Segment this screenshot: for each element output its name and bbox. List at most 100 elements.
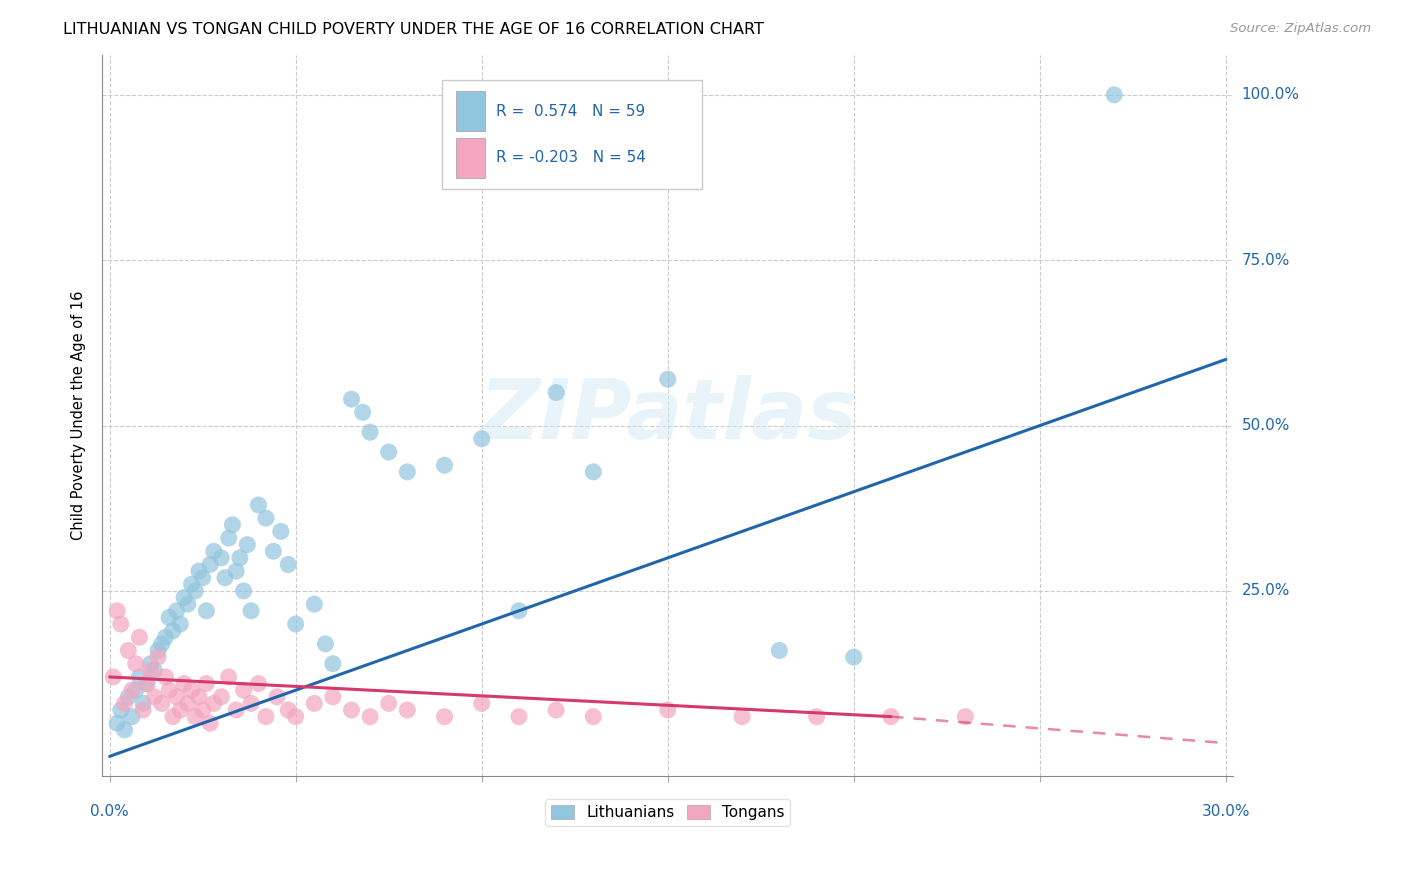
FancyBboxPatch shape [456,91,485,131]
Point [508,604,530,618]
Point [121,683,143,698]
Point [195,676,218,690]
Point [768,643,790,657]
Point [240,697,263,711]
Point [180,683,202,698]
Point [377,697,399,711]
Point [157,610,180,624]
Text: 50.0%: 50.0% [1241,418,1289,434]
Point [173,591,195,605]
Point [314,637,336,651]
Point [284,709,307,723]
Text: 75.0%: 75.0% [1241,252,1289,268]
Point [132,697,155,711]
Point [352,405,374,419]
Point [270,524,292,539]
Point [166,604,188,618]
Point [166,690,188,704]
Text: ZIPatlas: ZIPatlas [479,376,856,456]
Point [232,584,254,599]
Point [177,697,200,711]
Point [173,676,195,690]
Point [198,716,221,731]
Point [187,564,209,578]
Point [232,683,254,698]
Point [114,723,136,737]
Point [139,657,162,671]
Point [254,709,277,723]
Point [191,703,214,717]
Point [162,709,184,723]
Point [322,657,344,671]
Text: LITHUANIAN VS TONGAN CHILD POVERTY UNDER THE AGE OF 16 CORRELATION CHART: LITHUANIAN VS TONGAN CHILD POVERTY UNDER… [63,22,763,37]
Point [135,676,157,690]
Point [218,670,240,684]
Point [266,690,288,704]
Point [396,703,419,717]
Point [1102,87,1125,102]
Point [221,517,243,532]
Text: R =  0.574   N = 59: R = 0.574 N = 59 [496,103,645,119]
Point [105,604,128,618]
Point [214,571,236,585]
Point [195,604,218,618]
Point [202,544,225,558]
Point [155,630,177,644]
Point [471,697,494,711]
Point [110,703,132,717]
Point [177,597,200,611]
Point [209,690,232,704]
Point [143,663,166,677]
Point [150,697,173,711]
Point [225,564,247,578]
Point [254,511,277,525]
Point [842,650,865,665]
Point [132,703,155,717]
Point [157,683,180,698]
Point [731,709,754,723]
Point [340,703,363,717]
Point [187,690,209,704]
Point [169,703,191,717]
Point [304,697,326,711]
Point [139,663,162,677]
Text: Source: ZipAtlas.com: Source: ZipAtlas.com [1230,22,1371,36]
Point [955,709,977,723]
Point [236,538,259,552]
Point [277,703,299,717]
Point [582,709,605,723]
Point [184,709,207,723]
Point [103,670,125,684]
FancyBboxPatch shape [456,138,485,178]
Point [135,676,157,690]
Point [359,709,381,723]
Point [150,637,173,651]
Point [880,709,903,723]
Point [143,690,166,704]
Point [128,630,150,644]
Point [657,703,679,717]
Point [471,432,494,446]
Point [117,690,139,704]
Point [114,697,136,711]
FancyBboxPatch shape [441,80,702,188]
Text: R = -0.203   N = 54: R = -0.203 N = 54 [496,151,645,165]
Point [146,650,169,665]
Text: 0.0%: 0.0% [90,804,129,819]
Point [340,392,363,406]
Point [128,670,150,684]
Text: 30.0%: 30.0% [1202,804,1250,819]
Point [322,690,344,704]
Y-axis label: Child Poverty Under the Age of 16: Child Poverty Under the Age of 16 [72,291,86,541]
Text: 25.0%: 25.0% [1241,583,1289,599]
Point [508,709,530,723]
Point [117,643,139,657]
Point [229,550,252,565]
Text: 100.0%: 100.0% [1241,87,1299,103]
Point [396,465,419,479]
Legend: Lithuanians, Tongans: Lithuanians, Tongans [546,799,790,826]
Point [125,657,148,671]
Point [125,683,148,698]
Point [377,445,399,459]
Point [433,458,456,473]
